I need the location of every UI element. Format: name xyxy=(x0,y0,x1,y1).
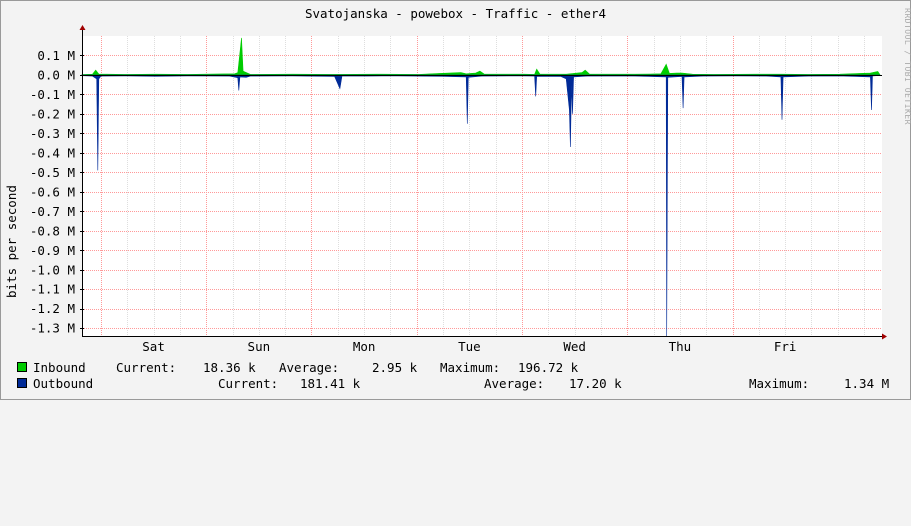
y-tick-label: -0.1 M xyxy=(30,87,75,102)
y-tick-labels: 0.1 M 0.0 M -0.1 M -0.2 M -0.3 M -0.4 M -0.5 M… xyxy=(30,48,75,336)
outbound-maximum-label: Maximum: xyxy=(749,376,810,391)
x-tick-label: Tue xyxy=(458,339,481,354)
y-tick-label: -0.3 M xyxy=(30,126,75,141)
y-tick-label: -0.8 M xyxy=(30,223,75,238)
outbound-maximum-value: 1.34 M xyxy=(844,376,890,391)
inbound-average-label: Average: xyxy=(279,360,340,375)
y-axis-arrow xyxy=(79,25,86,30)
outbound-current-value: 181.41 k xyxy=(300,376,361,391)
y-tick-label: -0.2 M xyxy=(30,106,75,121)
x-axis-arrow xyxy=(882,333,887,340)
inbound-name: Inbound xyxy=(33,360,86,375)
outbound-current-label: Current: xyxy=(218,376,279,391)
traffic-chart: 0.1 M 0.0 M -0.1 M -0.2 M -0.3 M -0.4 M -0.5 M… xyxy=(30,25,887,354)
x-tick-label: Sun xyxy=(248,339,271,354)
series-area-inbound xyxy=(81,37,881,76)
outbound-swatch xyxy=(17,378,27,388)
outbound-average-label: Average: xyxy=(484,376,545,391)
y-tick-label: 0.1 M xyxy=(37,48,75,63)
legend-row-inbound: Inbound Current: 18.36 k Average: 2.95 k… xyxy=(0,360,911,376)
inbound-maximum-label: Maximum: xyxy=(440,360,501,375)
y-tick-label: -0.6 M xyxy=(30,184,75,199)
outbound-average-value: 17.20 k xyxy=(569,376,622,391)
x-tick-label: Sat xyxy=(142,339,165,354)
series-area-outbound xyxy=(81,74,881,337)
y-tick-label: -1.3 M xyxy=(30,321,75,336)
y-tick-label: -1.1 M xyxy=(30,282,75,297)
x-tick-label: Wed xyxy=(563,339,586,354)
y-tick-label: -0.7 M xyxy=(30,204,75,219)
chart-title: Svatojanska - powebox - Traffic - ether4 xyxy=(304,6,607,21)
outbound-name: Outbound xyxy=(33,376,94,391)
rrdtool-watermark: RRDTOOL / TOBI OETIKER xyxy=(903,8,911,125)
grid xyxy=(82,36,882,336)
y-tick-label: -0.5 M xyxy=(30,165,75,180)
inbound-current-value: 18.36 k xyxy=(203,360,256,375)
inbound-average-value: 2.95 k xyxy=(372,360,418,375)
inbound-current-label: Current: xyxy=(116,360,177,375)
x-tick-label: Thu xyxy=(669,339,692,354)
plot-background xyxy=(82,36,882,336)
x-tick-labels: Sat Sun Mon Tue Wed Thu Fri xyxy=(142,339,796,354)
y-tick-label: -0.4 M xyxy=(30,145,75,160)
x-tick-label: Mon xyxy=(353,339,376,354)
y-tick-label: -1.0 M xyxy=(30,262,75,277)
x-tick-label: Fri xyxy=(774,339,797,354)
y-tick-label: -0.9 M xyxy=(30,243,75,258)
y-tick-label: -1.2 M xyxy=(30,301,75,316)
inbound-maximum-value: 196.72 k xyxy=(518,360,579,375)
axes xyxy=(79,25,887,340)
legend-row-outbound: Outbound Current: 181.41 k Average: 17.2… xyxy=(0,376,911,392)
y-tick-label: 0.0 M xyxy=(37,67,75,82)
series-areas xyxy=(81,37,881,337)
inbound-swatch xyxy=(17,362,27,372)
